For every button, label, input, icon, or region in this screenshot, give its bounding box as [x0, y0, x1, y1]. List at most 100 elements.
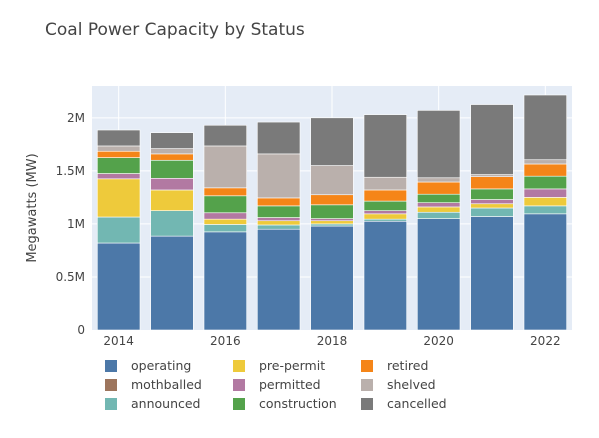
legend-swatch [361, 398, 373, 410]
bar-construction-2019[interactable] [363, 200, 407, 211]
bar-announced-2016[interactable] [203, 224, 247, 233]
x-tick-label: 2014 [103, 334, 134, 348]
bar-pre-permit-2014[interactable] [97, 178, 141, 218]
x-tick-label: 2020 [423, 334, 454, 348]
bar-retired-2021[interactable] [470, 176, 514, 190]
bar-operating-2022[interactable] [523, 213, 567, 331]
legend-swatch [105, 398, 117, 410]
bar-announced-2017[interactable] [257, 224, 301, 230]
bar-retired-2017[interactable] [257, 197, 301, 207]
bar-retired-2018[interactable] [310, 194, 354, 206]
legend-item-retired[interactable]: retired [361, 358, 428, 373]
bar-construction-2014[interactable] [97, 157, 141, 174]
bar-construction-2018[interactable] [310, 204, 354, 219]
bar-announced-2020[interactable] [417, 211, 461, 219]
bar-announced-2018[interactable] [310, 223, 354, 227]
bar-announced-2022[interactable] [523, 205, 567, 215]
bar-shelved-2016[interactable] [203, 145, 247, 189]
bar-permitted-2022[interactable] [523, 188, 567, 198]
bar-shelved-2017[interactable] [257, 153, 301, 199]
bar-permitted-2017[interactable] [257, 217, 301, 222]
bar-construction-2021[interactable] [470, 188, 514, 200]
bar-construction-2022[interactable] [523, 175, 567, 190]
legend-label: operating [131, 358, 191, 373]
bar-shelved-2014[interactable] [97, 145, 141, 152]
bar-cancelled-2017[interactable] [257, 121, 301, 155]
bar-pre-permit-2022[interactable] [523, 197, 567, 207]
bar-cancelled-2018[interactable] [310, 117, 354, 166]
bar-construction-2020[interactable] [417, 193, 461, 203]
bar-retired-2020[interactable] [417, 181, 461, 195]
y-tick-label: 2M [67, 111, 85, 125]
bar-operating-2014[interactable] [97, 242, 141, 331]
bar-permitted-2016[interactable] [203, 212, 247, 220]
bar-construction-2016[interactable] [203, 195, 247, 214]
y-tick-label: 1M [67, 217, 85, 231]
bar-permitted-2018[interactable] [310, 218, 354, 222]
bar-cancelled-2016[interactable] [203, 124, 247, 147]
bar-shelved-2019[interactable] [363, 176, 407, 191]
bar-shelved-2022[interactable] [523, 159, 567, 165]
bars [97, 94, 567, 331]
bar-permitted-2015[interactable] [150, 177, 194, 191]
bar-pre-permit-2021[interactable] [470, 203, 514, 209]
bar-retired-2022[interactable] [523, 163, 567, 177]
legend-item-announced[interactable]: announced [105, 396, 201, 411]
y-tick-label: 0 [77, 323, 85, 337]
legend-item-permitted[interactable]: permitted [233, 377, 321, 392]
bar-pre-permit-2017[interactable] [257, 220, 301, 226]
bar-pre-permit-2019[interactable] [363, 213, 407, 220]
bar-retired-2019[interactable] [363, 189, 407, 202]
bar-permitted-2021[interactable] [470, 199, 514, 205]
legend-swatch [233, 360, 245, 372]
bar-retired-2016[interactable] [203, 187, 247, 197]
legend-item-mothballed[interactable]: mothballed [105, 377, 202, 392]
legend-swatch [361, 360, 373, 372]
bar-operating-2015[interactable] [150, 235, 194, 331]
bar-retired-2014[interactable] [97, 150, 141, 158]
bar-shelved-2018[interactable] [310, 165, 354, 196]
bar-construction-2015[interactable] [150, 159, 194, 179]
bar-operating-2019[interactable] [363, 220, 407, 331]
legend-item-pre-permit[interactable]: pre-permit [233, 358, 325, 373]
bar-retired-2015[interactable] [150, 153, 194, 161]
bar-pre-permit-2018[interactable] [310, 220, 354, 225]
bar-permitted-2014[interactable] [97, 173, 141, 180]
legend-item-cancelled[interactable]: cancelled [361, 396, 447, 411]
bar-cancelled-2014[interactable] [97, 129, 141, 147]
y-axis-ticks: 0 0.5M 1M 1.5M 2M [56, 111, 85, 337]
bar-permitted-2020[interactable] [417, 202, 461, 208]
bar-operating-2018[interactable] [310, 225, 354, 331]
bar-cancelled-2021[interactable] [470, 104, 514, 175]
bar-operating-2016[interactable] [203, 231, 247, 331]
bar-cancelled-2020[interactable] [417, 110, 461, 179]
legend-label: permitted [259, 377, 321, 392]
bar-announced-2019[interactable] [363, 218, 407, 222]
bar-announced-2014[interactable] [97, 216, 141, 244]
legend-swatch [105, 379, 117, 391]
bar-pre-permit-2016[interactable] [203, 218, 247, 225]
bar-announced-2015[interactable] [150, 210, 194, 237]
legend-label: cancelled [387, 396, 447, 411]
bar-permitted-2019[interactable] [363, 210, 407, 215]
bar-cancelled-2022[interactable] [523, 94, 567, 161]
y-axis-title: Megawatts (MW) [25, 153, 40, 262]
x-tick-label: 2022 [530, 334, 561, 348]
bar-operating-2017[interactable] [257, 228, 301, 331]
bar-shelved-2020[interactable] [417, 177, 461, 183]
bar-pre-permit-2020[interactable] [417, 206, 461, 213]
y-tick-label: 1.5M [56, 164, 85, 178]
legend-item-construction[interactable]: construction [233, 396, 337, 411]
bar-operating-2020[interactable] [417, 218, 461, 331]
bar-construction-2017[interactable] [257, 205, 301, 218]
legend-item-operating[interactable]: operating [105, 358, 191, 373]
y-tick-label: 0.5M [56, 270, 85, 284]
bar-shelved-2015[interactable] [150, 148, 194, 155]
bar-pre-permit-2015[interactable] [150, 189, 194, 211]
bar-cancelled-2019[interactable] [363, 114, 407, 178]
bar-shelved-2021[interactable] [470, 174, 514, 178]
bar-cancelled-2015[interactable] [150, 132, 194, 149]
legend-item-shelved[interactable]: shelved [361, 377, 436, 392]
bar-operating-2021[interactable] [470, 216, 514, 331]
bar-announced-2021[interactable] [470, 207, 514, 217]
